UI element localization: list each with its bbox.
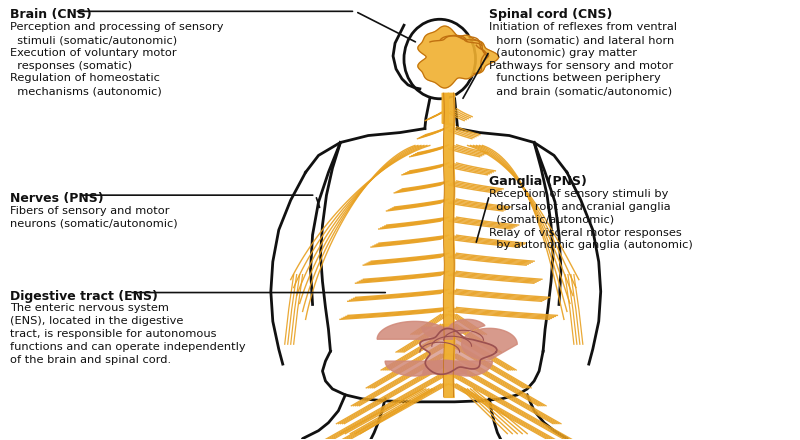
Text: Brain (CNS): Brain (CNS)	[10, 8, 92, 22]
Polygon shape	[462, 328, 518, 360]
Polygon shape	[442, 361, 493, 376]
Text: Spinal cord (CNS): Spinal cord (CNS)	[490, 8, 613, 22]
Polygon shape	[385, 361, 445, 376]
Polygon shape	[377, 321, 453, 339]
Text: Initiation of reflexes from ventral
  horn (somatic) and lateral horn
  (autonom: Initiation of reflexes from ventral horn…	[490, 22, 678, 96]
Text: Ganglia (PNS): Ganglia (PNS)	[490, 175, 587, 188]
Text: The enteric nervous system
(ENS), located in the digestive
tract, is responsible: The enteric nervous system (ENS), locate…	[10, 304, 246, 365]
Polygon shape	[448, 319, 485, 337]
Text: Reception of sensory stimuli by
  dorsal root and cranial ganglia
  (somatic/aut: Reception of sensory stimuli by dorsal r…	[490, 189, 693, 250]
Polygon shape	[423, 360, 466, 374]
Text: Nerves (PNS): Nerves (PNS)	[10, 192, 104, 205]
Text: Digestive tract (ENS): Digestive tract (ENS)	[10, 290, 158, 303]
Polygon shape	[422, 327, 458, 338]
Polygon shape	[420, 329, 497, 374]
Polygon shape	[418, 26, 498, 88]
Text: Fibers of sensory and motor
neurons (somatic/autonomic): Fibers of sensory and motor neurons (som…	[10, 206, 178, 229]
Text: Perception and processing of sensory
  stimuli (somatic/autonomic)
Execution of : Perception and processing of sensory sti…	[10, 22, 224, 96]
